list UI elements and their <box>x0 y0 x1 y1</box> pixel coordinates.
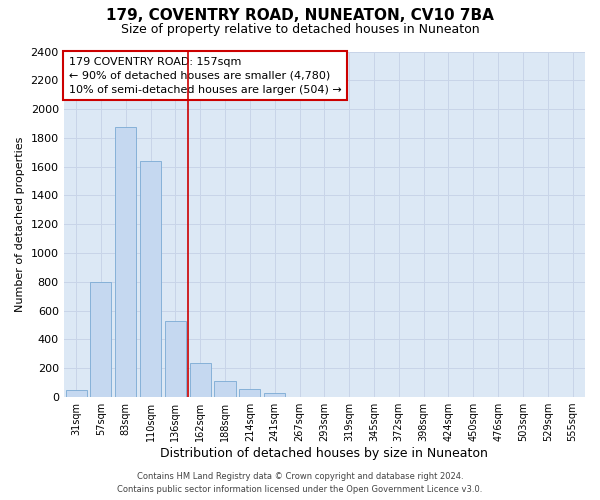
Text: 179 COVENTRY ROAD: 157sqm
← 90% of detached houses are smaller (4,780)
10% of se: 179 COVENTRY ROAD: 157sqm ← 90% of detac… <box>69 56 341 94</box>
Bar <box>214 381 236 397</box>
Text: Contains HM Land Registry data © Crown copyright and database right 2024.
Contai: Contains HM Land Registry data © Crown c… <box>118 472 482 494</box>
Bar <box>91 282 112 397</box>
X-axis label: Distribution of detached houses by size in Nuneaton: Distribution of detached houses by size … <box>160 447 488 460</box>
Text: 179, COVENTRY ROAD, NUNEATON, CV10 7BA: 179, COVENTRY ROAD, NUNEATON, CV10 7BA <box>106 8 494 22</box>
Bar <box>239 389 260 397</box>
Text: Size of property relative to detached houses in Nuneaton: Size of property relative to detached ho… <box>121 22 479 36</box>
Bar <box>165 321 186 397</box>
Y-axis label: Number of detached properties: Number of detached properties <box>15 136 25 312</box>
Bar <box>264 393 285 397</box>
Bar <box>65 390 86 397</box>
Bar <box>115 127 136 397</box>
Bar <box>190 362 211 397</box>
Bar <box>140 161 161 397</box>
